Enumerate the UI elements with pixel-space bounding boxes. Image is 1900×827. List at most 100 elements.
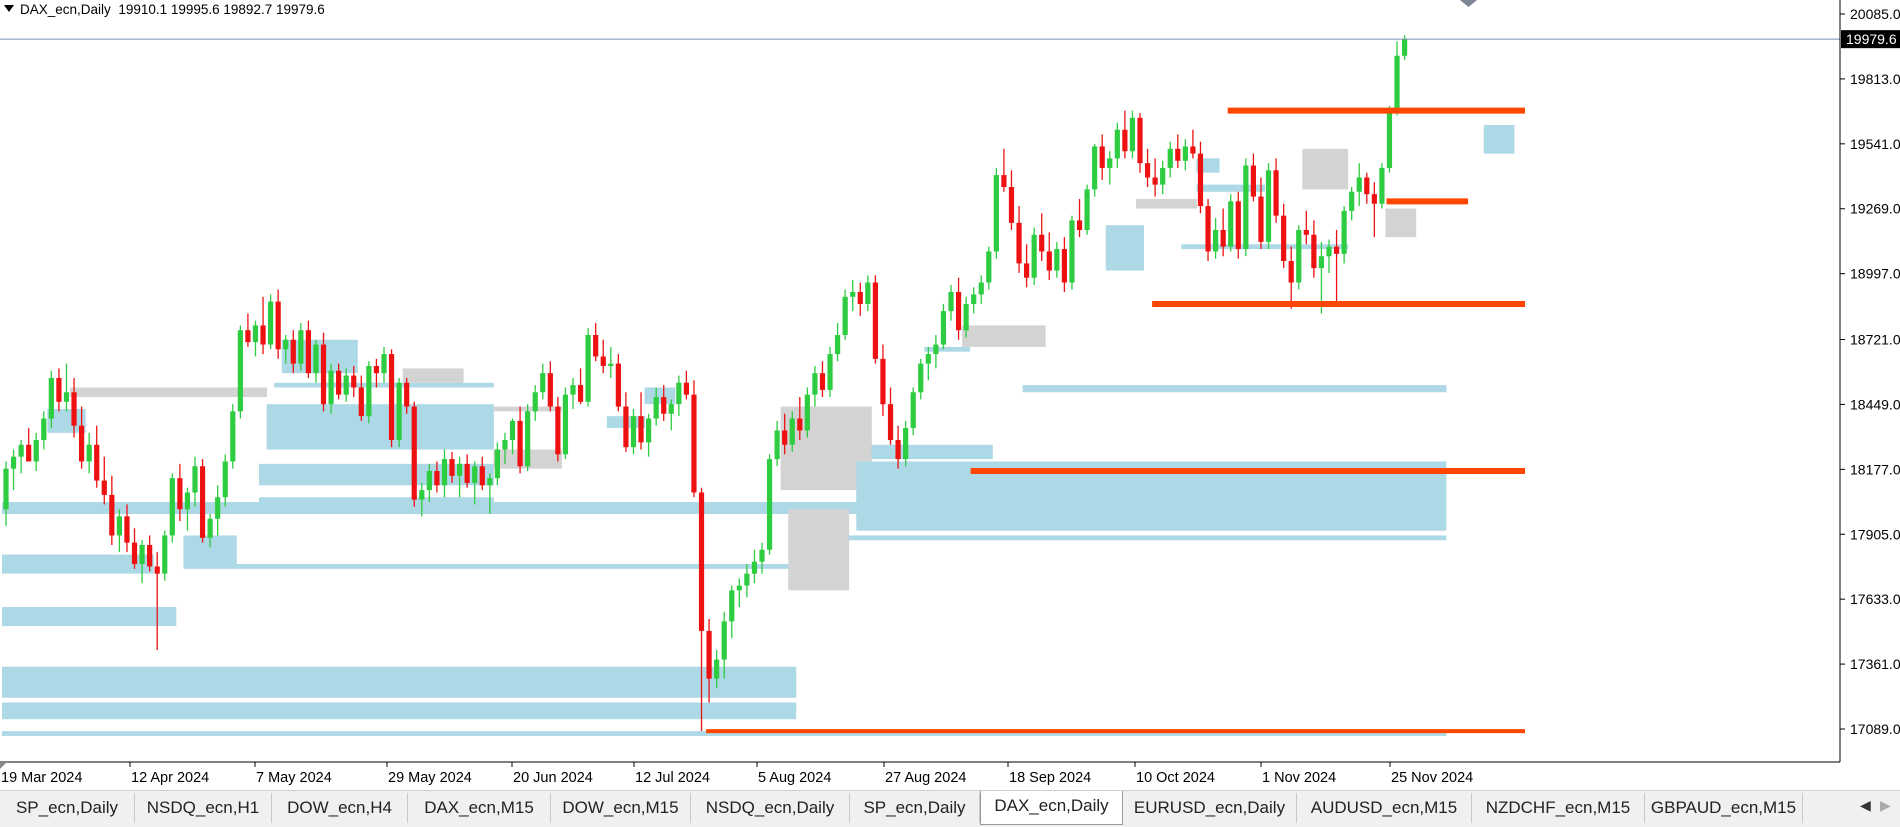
demand-zone: [2, 731, 1447, 736]
candle: [827, 354, 833, 390]
demand-zone: [871, 444, 993, 460]
candle: [1213, 229, 1219, 252]
candle: [615, 363, 621, 407]
tab-nsdq-ecn-daily[interactable]: NSDQ_ecn,Daily: [691, 793, 850, 823]
candle: [797, 418, 803, 431]
candle: [1107, 158, 1113, 168]
candle: [1084, 189, 1090, 230]
candlestick-chart[interactable]: 20085.0 19813.0 19541.0 19269.0 18997.0 18721…: [0, 0, 1900, 790]
candle: [1054, 249, 1060, 271]
candle: [925, 354, 931, 364]
candle: [887, 404, 894, 440]
candle: [971, 294, 977, 304]
tab-gbpaud-ecn-m15[interactable]: GBPAUD_ecn,M15: [1645, 793, 1803, 823]
candle: [207, 518, 213, 538]
y-tick-label: 18177.0: [1850, 461, 1900, 477]
tab-dow-ecn-h4[interactable]: DOW_ecn,H4: [272, 793, 408, 823]
candle: [1061, 249, 1067, 283]
x-tick-label: 19 Mar 2024: [1, 770, 82, 786]
candle: [1250, 165, 1256, 197]
candle: [577, 385, 584, 402]
demand-zone: [1105, 225, 1144, 271]
candle: [1008, 187, 1015, 223]
candle: [948, 292, 954, 312]
candle: [162, 535, 168, 574]
candle: [1016, 222, 1022, 264]
tab-scroll-right-icon[interactable]: ▶: [1880, 797, 1891, 813]
tab-dax-ecn-daily[interactable]: DAX_ecn,Daily: [980, 791, 1123, 825]
candle: [1371, 194, 1377, 204]
candle: [1341, 210, 1347, 254]
x-tick-label: 20 Jun 2024: [513, 770, 593, 786]
candle: [1288, 261, 1294, 283]
chart-ohlc: 19910.1 19995.6 19892.7 19979.6: [118, 2, 325, 17]
candle: [320, 344, 327, 405]
tab-scroll-left-icon[interactable]: ◀: [1860, 797, 1871, 813]
demand-zone: [2, 666, 797, 698]
x-tick-label: 7 May 2024: [256, 770, 332, 786]
candle: [986, 251, 992, 283]
tab-nsdq-ecn-h1[interactable]: NSDQ_ecn,H1: [135, 793, 272, 823]
candle: [252, 325, 259, 343]
candle: [1122, 129, 1128, 152]
candle: [199, 466, 206, 538]
candle: [1303, 229, 1309, 235]
candle: [215, 497, 221, 519]
candle: [903, 428, 909, 460]
candle: [1190, 146, 1196, 154]
x-tick-label: 12 Jul 2024: [635, 770, 710, 786]
candle: [804, 394, 810, 431]
tab-dow-ecn-m15[interactable]: DOW_ecn,M15: [551, 793, 691, 823]
tab-audusd-ecn-m15[interactable]: AUDUSD_ecn,M15: [1297, 793, 1472, 823]
candle: [555, 406, 561, 455]
candle: [963, 303, 969, 331]
candle: [766, 459, 773, 550]
demand-zone: [1196, 184, 1265, 192]
candle: [1311, 234, 1317, 269]
candle: [1144, 163, 1151, 178]
candle: [192, 466, 198, 493]
candle: [1137, 117, 1143, 164]
tab-dax-ecn-m15[interactable]: DAX_ecn,M15: [408, 793, 551, 823]
candle: [109, 494, 115, 536]
candle: [169, 478, 175, 536]
candle: [298, 330, 304, 364]
candle: [351, 375, 357, 388]
candle: [1349, 191, 1355, 211]
y-tick-label: 19541.0: [1850, 136, 1900, 152]
chart-tab-bar: SP_ecn,Daily NSDQ_ecn,H1 DOW_ecn,H4 DAX_ecn…: [0, 790, 1900, 827]
candle: [79, 425, 85, 462]
neutral-zone: [962, 325, 1046, 347]
tab-eurusd-ecn-daily[interactable]: EURUSD_ecn,Daily: [1123, 793, 1297, 823]
tab-nzdchf-ecn-m15[interactable]: NZDCHF_ecn,M15: [1472, 793, 1645, 823]
neutral-zone: [1136, 198, 1197, 209]
candle: [396, 382, 402, 440]
tab-sp-ecn-daily[interactable]: SP_ecn,Daily: [850, 793, 980, 823]
candle: [525, 411, 531, 467]
candle: [124, 516, 130, 543]
candle: [547, 373, 553, 407]
candle: [857, 292, 863, 304]
neutral-zone: [1385, 208, 1417, 238]
scroll-marker-icon[interactable]: [1460, 0, 1477, 7]
candle: [230, 411, 236, 462]
candle: [593, 334, 599, 357]
candle: [441, 459, 448, 486]
candle: [139, 544, 145, 565]
candle: [10, 456, 17, 469]
tab-sp-ecn-daily[interactable]: SP_ecn,Daily: [0, 793, 135, 823]
candle: [850, 292, 856, 297]
candle: [184, 492, 191, 510]
candle: [101, 480, 107, 495]
demand-zone: [1483, 124, 1515, 154]
candle: [880, 358, 886, 405]
chart-area[interactable]: 20085.0 19813.0 19541.0 19269.0 18997.0 18721…: [0, 0, 1900, 790]
candle: [819, 373, 826, 390]
demand-zone: [183, 564, 797, 569]
candle: [449, 459, 455, 476]
neutral-zone: [1302, 148, 1349, 190]
candle: [26, 444, 32, 462]
candle: [472, 466, 478, 483]
dropdown-triangle-icon[interactable]: [4, 5, 14, 12]
candle: [222, 461, 228, 498]
